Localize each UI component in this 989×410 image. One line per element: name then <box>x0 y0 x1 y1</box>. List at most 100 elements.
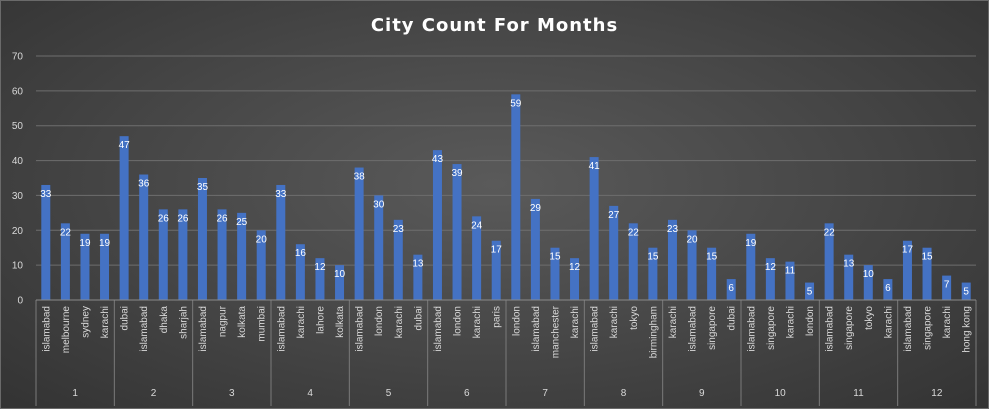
data-label: 5 <box>807 287 813 298</box>
data-label: 38 <box>354 172 366 183</box>
x-tick-label: islamabad <box>41 306 52 352</box>
x-tick-label: london <box>453 306 464 336</box>
data-label: 7 <box>944 280 950 291</box>
month-label: 9 <box>699 388 705 399</box>
bar <box>863 265 873 300</box>
month-label: 3 <box>229 388 235 399</box>
data-label: 19 <box>99 238 111 249</box>
data-label: 19 <box>745 238 757 249</box>
month-label: 7 <box>542 388 548 399</box>
x-tick-label: lahore <box>315 306 326 334</box>
x-tick-label: karachi <box>883 306 894 338</box>
bar <box>315 258 325 300</box>
y-tick-label: 40 <box>12 156 24 167</box>
y-tick-label: 60 <box>12 86 24 97</box>
x-tick-label: london <box>805 306 816 336</box>
bar <box>295 244 305 300</box>
data-label: 20 <box>686 234 698 245</box>
x-tick-label: dubai <box>727 306 738 330</box>
data-label: 15 <box>549 252 561 263</box>
y-tick-label: 50 <box>12 121 24 132</box>
y-tick-label: 20 <box>12 226 24 237</box>
month-label: 10 <box>775 388 787 399</box>
month-label: 11 <box>853 388 864 399</box>
x-tick-label: islamabad <box>198 306 209 352</box>
data-label: 39 <box>451 168 463 179</box>
x-tick-label: singapore <box>707 306 718 350</box>
bar <box>100 233 110 300</box>
month-label: 12 <box>931 388 943 399</box>
month-label: 2 <box>151 388 157 399</box>
bar <box>256 230 266 300</box>
x-tick-label: islamabad <box>825 306 836 352</box>
x-tick-label: hong kong <box>962 306 973 353</box>
bar <box>41 184 51 300</box>
month-label: 4 <box>307 388 313 399</box>
bar <box>648 247 658 300</box>
y-tick-label: 10 <box>12 261 24 272</box>
data-label: 15 <box>706 252 718 263</box>
data-label: 15 <box>921 252 933 263</box>
x-tick-label: islamabad <box>688 306 699 352</box>
data-label: 41 <box>589 161 601 172</box>
data-label: 29 <box>530 203 542 214</box>
x-tick-label: karachi <box>472 306 483 338</box>
bar <box>667 219 677 300</box>
data-label: 33 <box>40 189 52 200</box>
bar <box>354 167 364 300</box>
x-tick-label: islamabad <box>531 306 542 352</box>
x-tick-label: singapore <box>766 306 777 350</box>
bar <box>491 240 501 300</box>
bar <box>276 184 286 300</box>
bar <box>824 223 834 300</box>
x-tick-label: karachi <box>785 306 796 338</box>
x-tick-label: tokyo <box>864 306 875 330</box>
x-tick-label: dubai <box>413 306 424 330</box>
month-label: 6 <box>464 388 470 399</box>
data-label: 10 <box>863 269 875 280</box>
bar <box>589 157 599 300</box>
x-tick-label: karachi <box>942 306 953 338</box>
data-label: 22 <box>60 227 72 238</box>
x-tick-label: dubai <box>120 306 131 330</box>
data-label: 15 <box>647 252 659 263</box>
x-tick-label: paris <box>492 306 503 328</box>
x-tick-label: karachi <box>570 306 581 338</box>
bar <box>139 174 149 300</box>
x-tick-label: islamabad <box>139 306 150 352</box>
data-label: 6 <box>885 283 891 294</box>
x-tick-label: karachi <box>296 306 307 338</box>
x-tick-label: singapore <box>923 306 934 350</box>
data-label: 16 <box>295 248 307 259</box>
x-tick-label: karachi <box>100 306 111 338</box>
data-label: 13 <box>843 259 855 270</box>
bar <box>237 212 247 300</box>
bar <box>472 216 482 300</box>
x-tick-label: tokyo <box>629 306 640 330</box>
bar <box>119 136 129 300</box>
data-label: 12 <box>765 262 777 273</box>
x-tick-label: dhaka <box>159 306 170 334</box>
data-label: 27 <box>608 210 620 221</box>
bar <box>80 233 90 300</box>
x-tick-label: karachi <box>394 306 405 338</box>
bar <box>707 247 717 300</box>
x-tick-label: karachi <box>609 306 620 338</box>
x-tick-label: karachi <box>668 306 679 338</box>
data-label: 25 <box>236 217 248 228</box>
bar <box>785 261 795 300</box>
bar <box>197 178 207 300</box>
bar <box>570 258 580 300</box>
x-tick-label: sydney <box>80 306 91 338</box>
data-label: 35 <box>197 182 209 193</box>
data-label: 26 <box>158 213 170 224</box>
data-label: 26 <box>216 213 228 224</box>
chart-title: City Count For Months <box>370 15 619 36</box>
data-label: 19 <box>79 238 91 249</box>
x-tick-label: islamabad <box>433 306 444 352</box>
bar <box>530 198 540 300</box>
data-label: 17 <box>491 245 503 256</box>
data-label: 12 <box>314 262 326 273</box>
x-tick-label: singapore <box>844 306 855 350</box>
